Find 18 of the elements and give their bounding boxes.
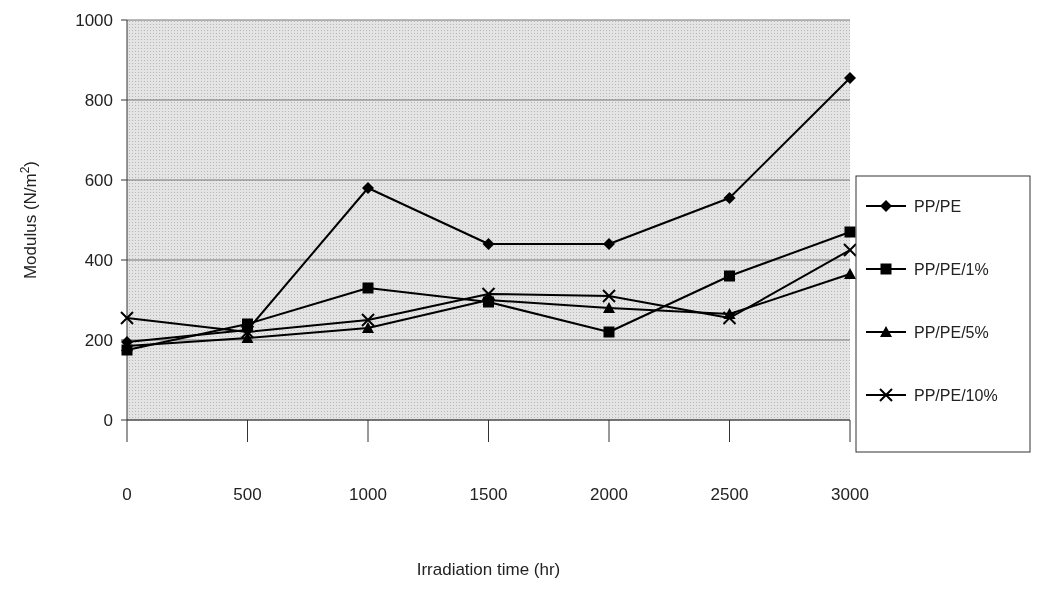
x-tick-label: 3000 — [831, 485, 869, 504]
legend-label: PP/PE/5% — [914, 323, 989, 341]
y-tick-label: 400 — [84, 250, 113, 270]
legend-label: PP/PE — [914, 197, 962, 215]
y-tick-label: 1000 — [75, 10, 113, 30]
legend-label: PP/PE/1% — [914, 260, 989, 278]
x-tick-label: 0 — [122, 485, 132, 504]
x-tick-label: 1000 — [349, 485, 387, 504]
y-tick-label: 600 — [84, 170, 113, 190]
y-tick-label: 800 — [84, 90, 113, 110]
x-axis-title: Irradiation time (hr) — [416, 560, 561, 579]
x-tick-label: 2000 — [590, 485, 628, 504]
x-tick-label: 500 — [233, 485, 262, 504]
y-tick-label: 0 — [103, 410, 113, 430]
x-tick-label: 2500 — [710, 485, 749, 504]
legend-label: PP/PE/10% — [914, 386, 998, 404]
x-tick-label: 1500 — [469, 485, 508, 504]
y-tick-label: 200 — [84, 330, 113, 350]
